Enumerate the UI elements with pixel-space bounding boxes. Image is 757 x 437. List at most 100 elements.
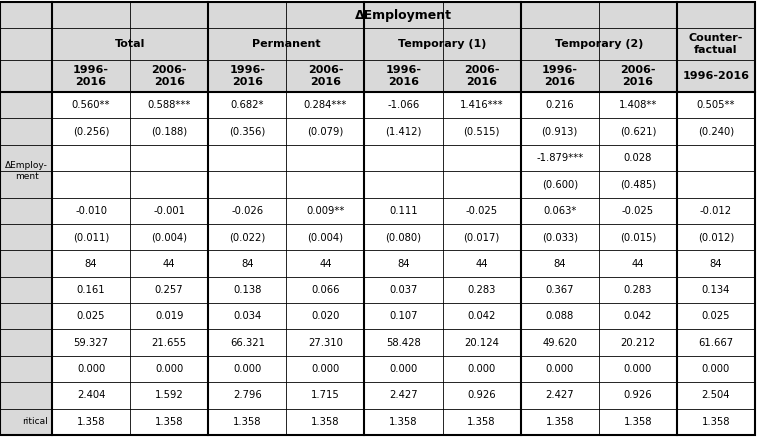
Text: 84: 84 [397, 259, 410, 268]
Text: 1.358: 1.358 [702, 417, 731, 427]
Text: ritical: ritical [22, 417, 48, 427]
Text: (0.600): (0.600) [542, 179, 578, 189]
Text: 1996-
2016: 1996- 2016 [542, 65, 578, 87]
Bar [0, 2, 52, 435]
Text: 0.560**: 0.560** [72, 100, 111, 110]
Text: Temporary (2): Temporary (2) [555, 39, 643, 49]
Text: -0.025: -0.025 [621, 206, 654, 216]
Text: 0.367: 0.367 [546, 285, 574, 295]
Text: 61.667: 61.667 [699, 338, 734, 348]
Text: -0.025: -0.025 [466, 206, 497, 216]
Text: 21.655: 21.655 [151, 338, 187, 348]
Text: (0.080): (0.080) [385, 232, 422, 242]
Text: 2006-
2016: 2006- 2016 [307, 65, 343, 87]
Text: -0.010: -0.010 [75, 206, 107, 216]
Text: (0.004): (0.004) [151, 232, 187, 242]
Text: 0.000: 0.000 [624, 364, 652, 374]
Text: (0.256): (0.256) [73, 127, 109, 137]
Text: 0.034: 0.034 [233, 311, 261, 321]
Text: 0.926: 0.926 [624, 390, 652, 400]
Text: 0.257: 0.257 [155, 285, 183, 295]
Text: 1.358: 1.358 [311, 417, 340, 427]
Text: 0.134: 0.134 [702, 285, 731, 295]
Text: 44: 44 [631, 259, 644, 268]
Text: (0.017): (0.017) [463, 232, 500, 242]
Text: 0.138: 0.138 [233, 285, 261, 295]
Text: -1.066: -1.066 [388, 100, 419, 110]
Text: 0.020: 0.020 [311, 311, 340, 321]
Text: 84: 84 [241, 259, 254, 268]
Text: ΔEmployment: ΔEmployment [355, 8, 452, 21]
Text: 58.428: 58.428 [386, 338, 421, 348]
Text: (0.913): (0.913) [541, 127, 578, 137]
Text: 66.321: 66.321 [230, 338, 265, 348]
Text: 0.284***: 0.284*** [304, 100, 347, 110]
Text: 1.358: 1.358 [233, 417, 261, 427]
Text: (0.485): (0.485) [620, 179, 656, 189]
Text: 0.283: 0.283 [467, 285, 496, 295]
Text: 1.358: 1.358 [624, 417, 652, 427]
Text: -0.001: -0.001 [153, 206, 185, 216]
Text: 0.111: 0.111 [389, 206, 418, 216]
Text: 0.000: 0.000 [702, 364, 730, 374]
Text: 20.212: 20.212 [620, 338, 656, 348]
Text: 84: 84 [85, 259, 98, 268]
Text: (0.022): (0.022) [229, 232, 266, 242]
Text: Counter-
factual: Counter- factual [689, 33, 743, 55]
Text: 0.283: 0.283 [624, 285, 652, 295]
Text: 1.416***: 1.416*** [459, 100, 503, 110]
Text: 0.066: 0.066 [311, 285, 340, 295]
Text: (0.011): (0.011) [73, 232, 109, 242]
Text: 44: 44 [163, 259, 176, 268]
Text: -0.012: -0.012 [700, 206, 732, 216]
Text: 0.000: 0.000 [468, 364, 496, 374]
Text: (0.515): (0.515) [463, 127, 500, 137]
Text: 1.358: 1.358 [389, 417, 418, 427]
Text: 1.592: 1.592 [154, 390, 183, 400]
Text: 0.682*: 0.682* [231, 100, 264, 110]
Text: (0.015): (0.015) [620, 232, 656, 242]
Text: 59.327: 59.327 [73, 338, 108, 348]
Text: 0.000: 0.000 [389, 364, 418, 374]
Bar [52, 28, 755, 60]
Text: 0.037: 0.037 [389, 285, 418, 295]
Text: 0.000: 0.000 [77, 364, 105, 374]
Text: Total: Total [115, 39, 145, 49]
Bar [52, 2, 755, 28]
Text: 1.358: 1.358 [76, 417, 105, 427]
Text: (0.356): (0.356) [229, 127, 266, 137]
Text: 1996-2016: 1996-2016 [683, 71, 749, 81]
Text: 2.427: 2.427 [389, 390, 418, 400]
Text: 84: 84 [553, 259, 566, 268]
Text: 2006-
2016: 2006- 2016 [620, 65, 656, 87]
Text: -1.879***: -1.879*** [536, 153, 584, 163]
Text: 0.588***: 0.588*** [148, 100, 191, 110]
Text: (0.012): (0.012) [698, 232, 734, 242]
Text: (0.004): (0.004) [307, 232, 344, 242]
Text: 0.161: 0.161 [76, 285, 105, 295]
Text: 0.063*: 0.063* [543, 206, 576, 216]
Text: 0.025: 0.025 [76, 311, 105, 321]
Text: 0.000: 0.000 [311, 364, 339, 374]
Text: 20.124: 20.124 [464, 338, 499, 348]
Text: 49.620: 49.620 [542, 338, 577, 348]
Text: 0.000: 0.000 [546, 364, 574, 374]
Text: 0.042: 0.042 [624, 311, 652, 321]
Text: 0.000: 0.000 [155, 364, 183, 374]
Bar [52, 60, 755, 92]
Text: (0.033): (0.033) [542, 232, 578, 242]
Text: 0.025: 0.025 [702, 311, 731, 321]
Text: 2.404: 2.404 [77, 390, 105, 400]
Text: 1.715: 1.715 [311, 390, 340, 400]
Text: 27.310: 27.310 [308, 338, 343, 348]
Text: ΔEmploy-
ment: ΔEmploy- ment [5, 161, 48, 181]
Text: 2.427: 2.427 [545, 390, 574, 400]
Text: 0.042: 0.042 [467, 311, 496, 321]
Text: 2.796: 2.796 [233, 390, 262, 400]
Text: 0.019: 0.019 [155, 311, 183, 321]
Text: 0.216: 0.216 [545, 100, 574, 110]
Text: 1996-
2016: 1996- 2016 [385, 65, 422, 87]
Text: 1.358: 1.358 [155, 417, 183, 427]
Text: 1996-
2016: 1996- 2016 [73, 65, 109, 87]
Text: 0.088: 0.088 [546, 311, 574, 321]
